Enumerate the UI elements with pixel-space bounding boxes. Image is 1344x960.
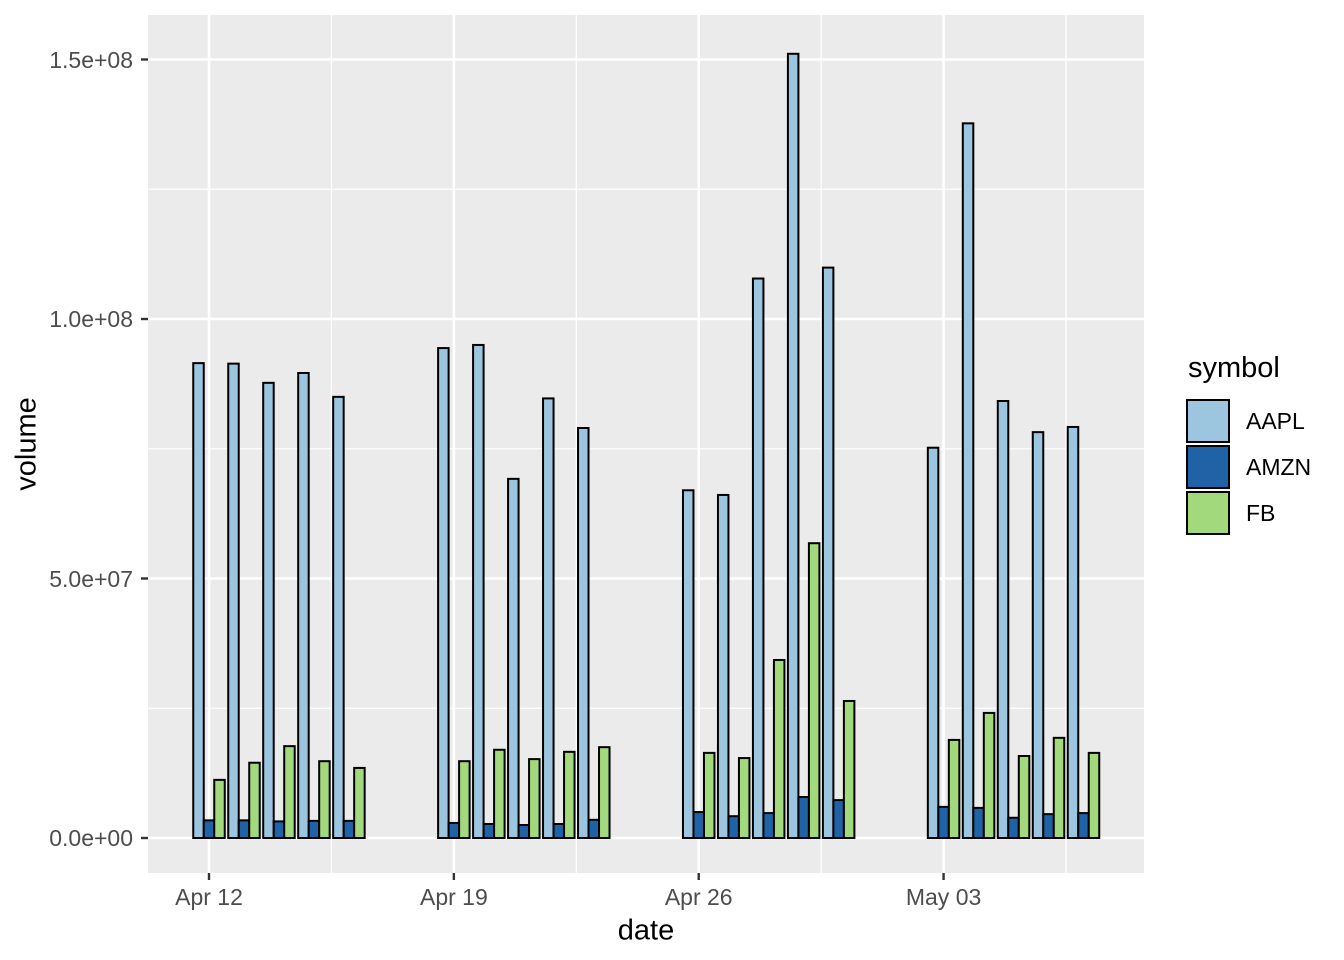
bar-aapl-apr-26 <box>681 489 695 839</box>
legend-key-swatch <box>1186 491 1230 535</box>
bar-amzn-may-05 <box>1007 816 1020 839</box>
bar-aapl-apr-19 <box>437 347 450 839</box>
bar-fb-may-07 <box>1087 751 1101 839</box>
legend-title: symbol <box>1188 352 1280 384</box>
bar-aapl-may-05 <box>996 400 1010 839</box>
bar-fb-apr-27 <box>737 757 751 839</box>
y-tick-label: 1.5e+08 <box>49 46 133 73</box>
bar-aapl-apr-21 <box>507 477 520 839</box>
bar-fb-apr-26 <box>702 751 716 839</box>
bar-fb-apr-22 <box>563 750 576 840</box>
bar-aapl-apr-27 <box>716 493 730 839</box>
bar-fb-may-04 <box>982 711 996 840</box>
bar-amzn-apr-12 <box>202 819 216 840</box>
legend: symbol AAPL AMZN FB <box>1186 352 1311 537</box>
bar-fb-apr-30 <box>842 699 856 840</box>
bar-amzn-apr-14 <box>272 820 286 840</box>
legend-entry-aapl: AAPL <box>1186 399 1311 443</box>
bar-amzn-apr-28 <box>762 812 775 840</box>
legend-key-swatch <box>1186 399 1230 443</box>
bar-amzn-may-07 <box>1077 812 1090 840</box>
plot-panel <box>148 15 1144 873</box>
bar-amzn-may-03 <box>937 805 950 839</box>
bar-fb-may-06 <box>1052 736 1066 840</box>
y-tick-label: 1.0e+08 <box>49 306 133 332</box>
bar-fb-apr-19 <box>458 760 471 839</box>
x-axis-title: date <box>617 914 675 947</box>
bar-amzn-apr-20 <box>482 822 496 839</box>
bar-fb-apr-20 <box>493 748 506 840</box>
bar-fb-may-05 <box>1017 754 1031 839</box>
x-tick-label: Apr 19 <box>419 884 488 910</box>
bar-aapl-apr-14 <box>262 381 275 839</box>
bar-amzn-apr-21 <box>517 824 531 840</box>
legend-entry-fb: FB <box>1186 491 1311 535</box>
bar-aapl-may-07 <box>1066 425 1080 839</box>
bar-fb-apr-23 <box>598 746 611 839</box>
bar-amzn-apr-27 <box>727 815 740 840</box>
bar-aapl-apr-22 <box>542 397 555 839</box>
bar-amzn-apr-15 <box>307 819 321 839</box>
bar-amzn-apr-16 <box>342 819 356 839</box>
bar-aapl-apr-29 <box>786 52 800 839</box>
legend-label: AAPL <box>1246 407 1305 434</box>
y-axis-title: volume <box>10 397 43 491</box>
bar-aapl-may-04 <box>961 122 975 840</box>
bar-aapl-apr-13 <box>227 362 240 839</box>
bar-fb-apr-16 <box>353 766 366 839</box>
x-tick-label: May 03 <box>905 884 982 910</box>
legend-entry-amzn: AMZN <box>1186 445 1311 489</box>
x-tick-label: Apr 12 <box>175 884 243 910</box>
bar-amzn-apr-29 <box>797 795 810 840</box>
bar-aapl-apr-16 <box>332 395 345 839</box>
bar-fb-apr-12 <box>213 778 226 840</box>
bar-amzn-apr-26 <box>692 811 705 839</box>
bar-fb-apr-28 <box>772 658 786 839</box>
bar-aapl-apr-30 <box>821 266 835 839</box>
bar-aapl-apr-28 <box>751 277 765 839</box>
bar-aapl-apr-23 <box>577 426 590 839</box>
bar-amzn-apr-19 <box>447 821 461 839</box>
bar-amzn-may-06 <box>1042 813 1055 839</box>
y-tick-label: 0.0e+00 <box>49 825 133 851</box>
bar-fb-apr-15 <box>318 760 331 839</box>
bar-amzn-apr-22 <box>552 822 566 839</box>
legend-key-swatch <box>1186 445 1230 489</box>
bar-fb-apr-14 <box>283 745 296 840</box>
bar-fb-may-03 <box>947 738 961 839</box>
x-tick-label: Apr 26 <box>664 884 733 910</box>
y-tick-label: 5.0e+07 <box>49 565 133 592</box>
bar-aapl-apr-20 <box>472 343 485 839</box>
bar-aapl-may-06 <box>1031 431 1045 839</box>
bar-amzn-apr-30 <box>832 799 845 839</box>
bar-amzn-apr-13 <box>237 819 251 840</box>
bar-fb-apr-29 <box>807 542 821 839</box>
legend-label: AMZN <box>1246 453 1312 480</box>
bar-aapl-apr-12 <box>192 362 205 839</box>
bar-fb-apr-21 <box>528 758 541 839</box>
bar-aapl-may-03 <box>926 446 940 839</box>
bar-amzn-apr-23 <box>587 818 601 840</box>
bar-aapl-apr-15 <box>297 371 310 839</box>
legend-label: FB <box>1246 499 1276 526</box>
bar-fb-apr-13 <box>248 761 261 839</box>
bar-amzn-may-04 <box>972 806 985 840</box>
legend-keys: AAPL AMZN FB <box>1186 399 1311 535</box>
